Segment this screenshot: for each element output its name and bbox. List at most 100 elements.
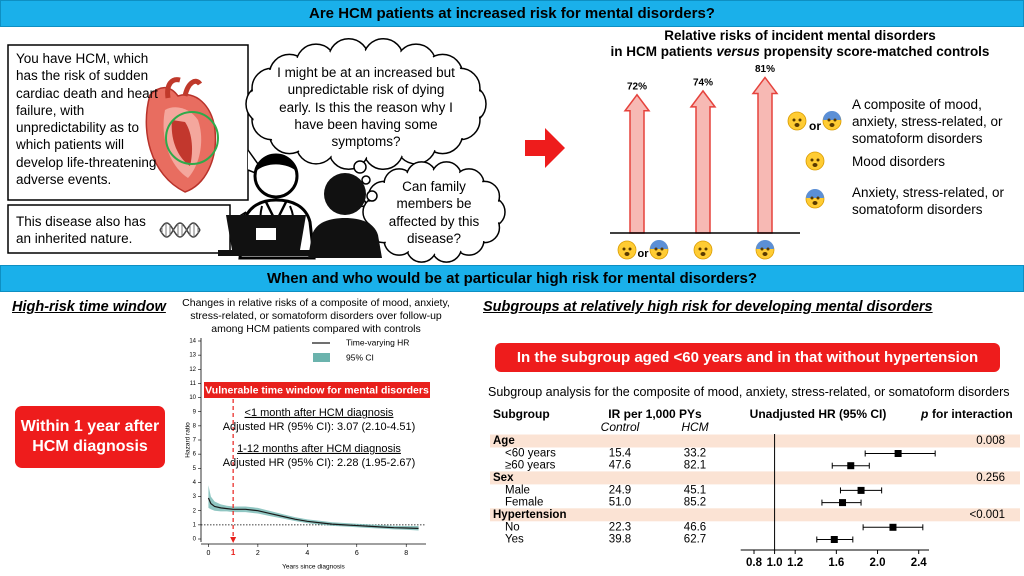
- subtitle-part: in HCM patients: [610, 44, 713, 59]
- y-tick-label: 9: [193, 409, 197, 415]
- subtitle-part: versus: [716, 44, 760, 59]
- emoji-mouth: [656, 252, 662, 256]
- y-tick-label: 14: [189, 339, 196, 345]
- y-tick-label: 2: [193, 508, 197, 514]
- emoji-face: [617, 240, 637, 260]
- icon-joiner: or: [638, 248, 650, 260]
- doctor-hair: [255, 156, 297, 172]
- emoji-eye: [827, 118, 831, 122]
- flow-arrow: [525, 128, 565, 168]
- x-tick-label: 1.0: [767, 557, 783, 569]
- column-header: IR per 1,000 PYs: [608, 407, 702, 421]
- emoji-mouth: [829, 123, 835, 127]
- y-tick-label: 12: [189, 367, 196, 373]
- emoji-mouth: [812, 201, 818, 205]
- thought-dot: [366, 190, 378, 202]
- window-x-label: 1: [231, 548, 236, 557]
- group-row-shade: [490, 508, 1020, 522]
- emoji-eye: [816, 158, 820, 162]
- emoji-eye: [698, 247, 702, 251]
- legend-label: Anxiety, stress-related, or somatoform d…: [852, 185, 1005, 217]
- highlight-text: Within 1 year after HCM diagnosis: [20, 418, 160, 455]
- ir-control: 51.0: [609, 497, 631, 509]
- forest-subtitle: Subgroup analysis for the composite of m…: [488, 385, 1010, 399]
- emoji-eye: [704, 247, 708, 251]
- emoji-eye: [760, 247, 764, 251]
- x-tick-label: 1.2: [787, 557, 803, 569]
- y-tick-label: 0: [193, 537, 197, 543]
- emoji-eye: [654, 247, 658, 251]
- value-label: 81%: [755, 64, 775, 75]
- x-tick-label: 2: [256, 550, 260, 557]
- patient-thought: Can family members be affected by this d…: [388, 179, 480, 246]
- group-label: Sex: [493, 472, 514, 484]
- patient-thought: I might be at an increased but unpredict…: [277, 65, 455, 150]
- p-interaction: 0.008: [976, 435, 1005, 447]
- x-tick-label: 2.0: [870, 557, 886, 569]
- patient-body: [308, 218, 382, 258]
- emoji-face: [756, 240, 774, 249]
- x-tick-label: 2.4: [911, 557, 928, 569]
- y-tick-label: 4: [193, 480, 197, 486]
- highlight-box: Within 1 year after HCM diagnosis: [15, 406, 165, 468]
- row-label: Male: [505, 484, 530, 496]
- ci-band: [208, 485, 419, 531]
- risk-chart-title: Relative risks of incident mental disord…: [664, 28, 936, 43]
- x-tick-label: 6: [355, 550, 359, 557]
- legend-label: Time-varying HR: [346, 337, 409, 347]
- emoji-eye: [798, 118, 802, 122]
- column-header: Unadjusted HR (95% CI): [750, 407, 887, 421]
- window-arrowhead: [230, 537, 237, 543]
- risk-arrow: [623, 93, 651, 234]
- emoji-eye: [660, 247, 664, 251]
- column-subheader: Control: [601, 420, 640, 434]
- y-tick-label: 10: [189, 395, 196, 401]
- legend-label: A composite of mood, anxiety, stress-rel…: [852, 97, 1003, 146]
- annotation-text: Adjusted HR (95% CI): 3.07 (2.10-4.51): [223, 421, 416, 433]
- emoji-mouth: [812, 163, 818, 167]
- row-label: ≥60 years: [505, 460, 556, 472]
- row-label: <60 years: [505, 448, 556, 460]
- column-header: Subgroup: [493, 407, 550, 421]
- ir-control: 15.4: [609, 448, 632, 460]
- x-tick-label: 1.6: [828, 557, 844, 569]
- y-tick-label: 6: [193, 452, 197, 458]
- emoji-face: [823, 111, 841, 120]
- ir-control: 22.3: [609, 521, 631, 533]
- ir-hcm: 82.1: [684, 460, 706, 472]
- ir-hcm: 62.7: [684, 534, 706, 546]
- subtitle-part: propensity score-matched controls: [763, 44, 990, 59]
- y-tick-label: 13: [189, 353, 196, 359]
- emoji-eye: [833, 118, 837, 122]
- hr-marker: [889, 523, 897, 531]
- emoji-eye: [816, 196, 820, 200]
- laptop-base: [218, 250, 318, 256]
- emoji-face: [787, 111, 807, 131]
- emoji-mouth: [624, 252, 630, 256]
- y-tick-label: 1: [193, 522, 197, 528]
- window-banner-label: Vulnerable time window for mental disord…: [205, 384, 429, 396]
- ir-control: 24.9: [609, 484, 631, 496]
- x-tick-label: 0.8: [746, 557, 763, 569]
- ir-control: 47.6: [609, 460, 631, 472]
- thought-cloud: [266, 58, 466, 150]
- header-band: Are HCM patients at increased risk for m…: [0, 0, 1024, 27]
- thought-cloud: [378, 176, 490, 248]
- hr-marker: [857, 486, 865, 494]
- emoji-eye: [792, 118, 796, 122]
- risk-arrow: [689, 89, 717, 234]
- ir-control: 39.8: [609, 534, 631, 546]
- x-tick-label: 4: [305, 550, 309, 557]
- ir-hcm: 33.2: [684, 448, 706, 460]
- y-tick-label: 7: [193, 438, 197, 444]
- risk-chart-subtitle: in HCM patients versus propensity score-…: [560, 44, 1024, 60]
- heart-vessel: [165, 77, 203, 99]
- hr-marker: [839, 499, 847, 507]
- thought-dot: [353, 160, 367, 174]
- hr-marker: [847, 462, 855, 470]
- risk-arrow: [751, 76, 779, 234]
- legend-swatch: [313, 353, 330, 362]
- group-row-shade: [490, 471, 1020, 485]
- emoji-eye: [622, 247, 626, 251]
- emoji-mouth: [700, 252, 706, 256]
